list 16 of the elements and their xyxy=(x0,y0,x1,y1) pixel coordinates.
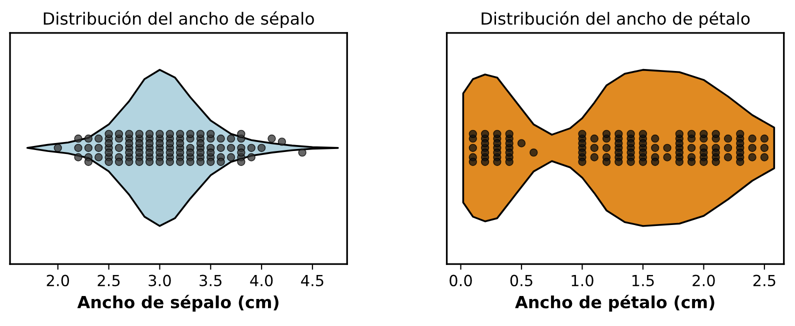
x-tick-label: 1.0 xyxy=(572,274,594,286)
x-axis-title: Ancho de pétalo (cm) xyxy=(515,294,714,312)
chart-title: Distribución del ancho de sépalo xyxy=(44,11,314,28)
x-tick-label: 3.5 xyxy=(200,274,222,286)
x-tick-label: 2.5 xyxy=(98,274,120,286)
x-tick-label: 0.0 xyxy=(450,274,472,286)
x-tick-label: 4.0 xyxy=(250,274,273,286)
chart-title: Distribución del ancho de pétalo xyxy=(482,11,750,28)
x-axis-title: Ancho de sépalo (cm) xyxy=(77,294,278,312)
x-tick-label: 0.5 xyxy=(510,274,532,286)
x-tick-label: 4.5 xyxy=(301,274,324,286)
x-tick-label: 3.0 xyxy=(148,274,171,286)
x-tick-label: 1.5 xyxy=(632,274,654,286)
x-tick-label: 2.5 xyxy=(753,274,776,286)
x-tick-label: 2.0 xyxy=(46,274,70,286)
x-tick-label: 2.0 xyxy=(692,274,715,286)
